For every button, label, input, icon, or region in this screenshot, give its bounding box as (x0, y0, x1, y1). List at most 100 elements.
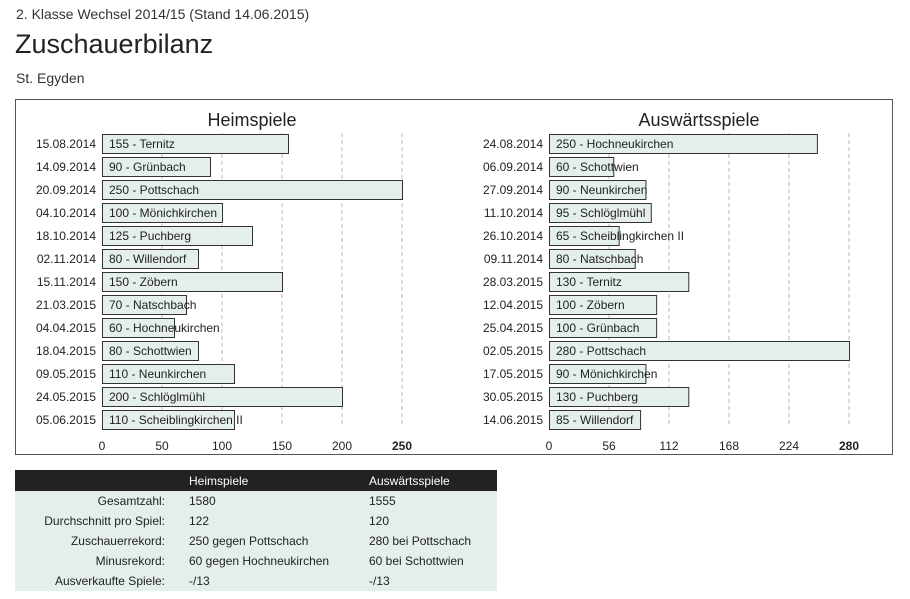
away-chart-title: Auswärtsspiele (638, 110, 759, 130)
home-date-label: 15.08.2014 (36, 137, 96, 151)
home-date-label: 09.05.2015 (36, 367, 96, 381)
home-bar (102, 226, 253, 246)
home-bar-label: 110 - Scheiblingkirchen II (109, 413, 243, 427)
home-date-label: 15.11.2014 (37, 275, 96, 289)
stats-header-empty (15, 470, 189, 491)
stats-away-value: 120 (369, 511, 497, 531)
away-bar-label: 85 - Willendorf (556, 413, 634, 427)
away-tick-label: 56 (602, 439, 616, 453)
away-bar (549, 157, 615, 177)
home-bar (102, 272, 283, 292)
club-name: St. Egyden (16, 70, 85, 86)
away-bar-label: 95 - Schlöglmühl (556, 206, 645, 220)
away-bar-label: 90 - Neunkirchen (556, 183, 647, 197)
away-bar (549, 387, 690, 407)
stats-label: Ausverkaufte Spiele: (15, 571, 189, 591)
stats-row: Gesamtzahl: 1580 1555 (15, 491, 497, 511)
home-date-label: 02.11.2014 (37, 252, 96, 266)
attendance-charts: Heimspiele 15.08.2014 155 - Ternitz 14.09.2… (36, 110, 859, 453)
chart-panel: Heimspiele 15.08.2014 155 - Ternitz 14.09.2… (15, 99, 893, 455)
away-date-label: 11.10.2014 (484, 206, 543, 220)
home-bar-label: 90 - Grünbach (109, 160, 186, 174)
home-tick-label: 50 (155, 439, 169, 453)
stats-label: Gesamtzahl: (15, 491, 189, 511)
home-bar (102, 410, 235, 430)
away-tick-label: 168 (719, 439, 739, 453)
home-bar-label: 150 - Zöbern (109, 275, 178, 289)
away-tick-label: 0 (546, 439, 553, 453)
away-date-label: 25.04.2015 (483, 321, 543, 335)
home-bar-label: 110 - Neunkirchen (109, 367, 206, 381)
away-bar-label: 130 - Puchberg (556, 390, 638, 404)
stats-row: Durchschnitt pro Spiel: 122 120 (15, 511, 497, 531)
stats-away-value: 280 bei Pottschach (369, 531, 497, 551)
away-bar (549, 180, 647, 200)
away-bar (549, 364, 647, 384)
stats-home-value: -/13 (189, 571, 369, 591)
home-bar (102, 318, 175, 338)
away-date-label: 30.05.2015 (483, 390, 543, 404)
stats-header-home: Heimspiele (189, 470, 369, 491)
away-bar-label: 100 - Zöbern (556, 298, 625, 312)
page-title: Zuschauerbilanz (15, 29, 214, 59)
away-bar (549, 272, 690, 292)
home-chart-title: Heimspiele (207, 110, 296, 130)
away-date-label: 24.08.2014 (483, 137, 543, 151)
stats-home-value: 122 (189, 511, 369, 531)
home-date-label: 04.10.2014 (36, 206, 96, 220)
stats-table: Heimspiele Auswärtsspiele Gesamtzahl: 15… (15, 470, 497, 591)
home-bar-label: 70 - Natschbach (109, 298, 196, 312)
away-date-label: 14.06.2015 (483, 413, 543, 427)
stats-row: Ausverkaufte Spiele: -/13 -/13 (15, 571, 497, 591)
away-date-label: 02.05.2015 (483, 344, 543, 358)
away-bar (549, 341, 850, 361)
away-bar (549, 134, 818, 154)
home-bar-label: 80 - Schottwien (109, 344, 192, 358)
away-date-label: 17.05.2015 (483, 367, 543, 381)
home-bar-label: 60 - Hochneukirchen (109, 321, 220, 335)
home-tick-label: 150 (272, 439, 292, 453)
away-date-label: 06.09.2014 (483, 160, 543, 174)
home-bar (102, 134, 289, 154)
stats-label: Minusrekord: (15, 551, 189, 571)
stats-away-value: 60 bei Schottwien (369, 551, 497, 571)
league-subtitle: 2. Klasse Wechsel 2014/15 (Stand 14.06.2… (16, 6, 310, 22)
home-date-label: 18.04.2015 (36, 344, 96, 358)
stats-row: Minusrekord: 60 gegen Hochneukirchen 60 … (15, 551, 497, 571)
stats-label: Zuschauerrekord: (15, 531, 189, 551)
home-bar-label: 80 - Willendorf (109, 252, 187, 266)
stats-away-value: -/13 (369, 571, 497, 591)
away-bar-label: 280 - Pottschach (556, 344, 646, 358)
home-date-label: 20.09.2014 (36, 183, 96, 197)
stats-header-row: Heimspiele Auswärtsspiele (15, 470, 497, 491)
home-bar (102, 364, 235, 384)
away-tick-label: 280 (839, 439, 859, 453)
away-bar (549, 295, 658, 315)
stats-home-value: 60 gegen Hochneukirchen (189, 551, 369, 571)
home-tick-label: 250 (392, 439, 412, 453)
away-bar (549, 249, 636, 269)
away-bar (549, 203, 652, 223)
away-date-label: 28.03.2015 (483, 275, 543, 289)
home-bar-label: 250 - Pottschach (109, 183, 199, 197)
away-bar-label: 90 - Mönichkirchen (556, 367, 657, 381)
away-bar-label: 250 - Hochneukirchen (556, 137, 673, 151)
away-bar-label: 80 - Natschbach (556, 252, 643, 266)
stats-home-value: 250 gegen Pottschach (189, 531, 369, 551)
away-bar (549, 318, 658, 338)
away-bar (549, 410, 642, 430)
home-bar (102, 341, 199, 361)
home-tick-label: 200 (332, 439, 352, 453)
home-date-label: 04.04.2015 (36, 321, 96, 335)
home-bar (102, 203, 223, 223)
home-date-label: 24.05.2015 (36, 390, 96, 404)
stats-label: Durchschnitt pro Spiel: (15, 511, 189, 531)
away-date-label: 12.04.2015 (483, 298, 543, 312)
home-bar-label: 155 - Ternitz (109, 137, 175, 151)
away-bar-label: 60 - Schottwien (556, 160, 639, 174)
away-date-label: 26.10.2014 (483, 229, 543, 243)
away-bar-label: 65 - Scheiblingkirchen II (556, 229, 684, 243)
home-bar-label: 100 - Mönichkirchen (109, 206, 217, 220)
home-bar-label: 200 - Schlöglmühl (109, 390, 205, 404)
stats-row: Zuschauerrekord: 250 gegen Pottschach 28… (15, 531, 497, 551)
